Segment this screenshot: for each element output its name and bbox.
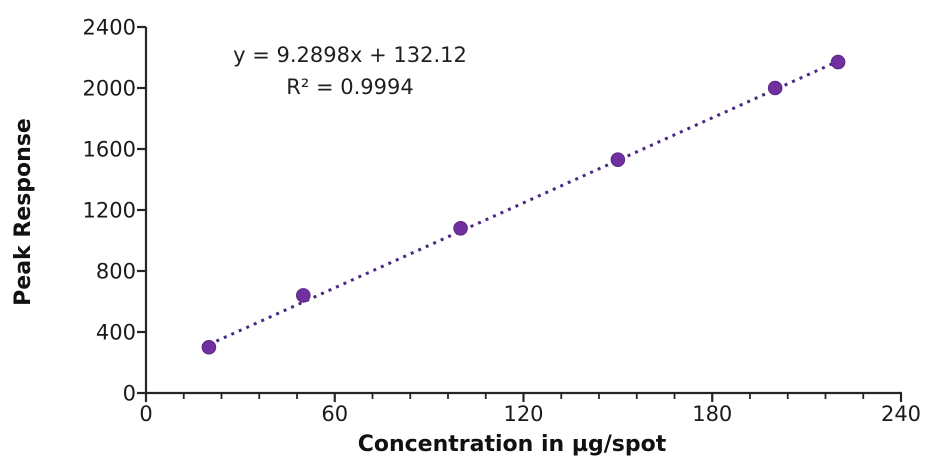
x-tick-label: 120: [503, 402, 543, 426]
y-tick-label: 1600: [83, 138, 136, 162]
equation-text: y = 9.2898x + 132.12: [233, 43, 467, 67]
trendline: [208, 59, 839, 346]
y-tick-label: 2000: [83, 77, 136, 101]
y-tick-label: 0: [123, 382, 136, 406]
data-point-marker: [830, 54, 846, 70]
x-tick-label: 240: [881, 402, 921, 426]
data-point-marker: [610, 152, 626, 167]
x-tick-label: 180: [692, 402, 732, 426]
x-tick-marks: [144, 393, 903, 402]
data-point-marker: [767, 80, 783, 96]
data-point-marker: [453, 221, 468, 236]
trendline-group: [208, 59, 839, 346]
data-point-marker: [295, 288, 311, 303]
y-tick-label: 1200: [83, 199, 136, 223]
x-axis-title: Concentration in µg/spot: [358, 432, 667, 457]
x-tick-label: 0: [139, 402, 152, 426]
y-axis-title: Peak Response: [11, 118, 36, 306]
x-tick-label: 60: [321, 402, 348, 426]
y-tick-label: 400: [96, 321, 136, 345]
x-tick-labels: 0 60 120 180 240: [139, 402, 921, 426]
data-point-marker: [201, 339, 217, 355]
r-squared-text: R² = 0.9994: [286, 75, 413, 99]
y-tick-label: 2400: [83, 16, 136, 40]
y-tick-marks: [137, 25, 146, 395]
data-points-group: [201, 54, 846, 355]
y-tick-labels: 0 400 800 1200 1600 2000 2400: [83, 16, 136, 406]
y-tick-label: 800: [96, 260, 136, 284]
